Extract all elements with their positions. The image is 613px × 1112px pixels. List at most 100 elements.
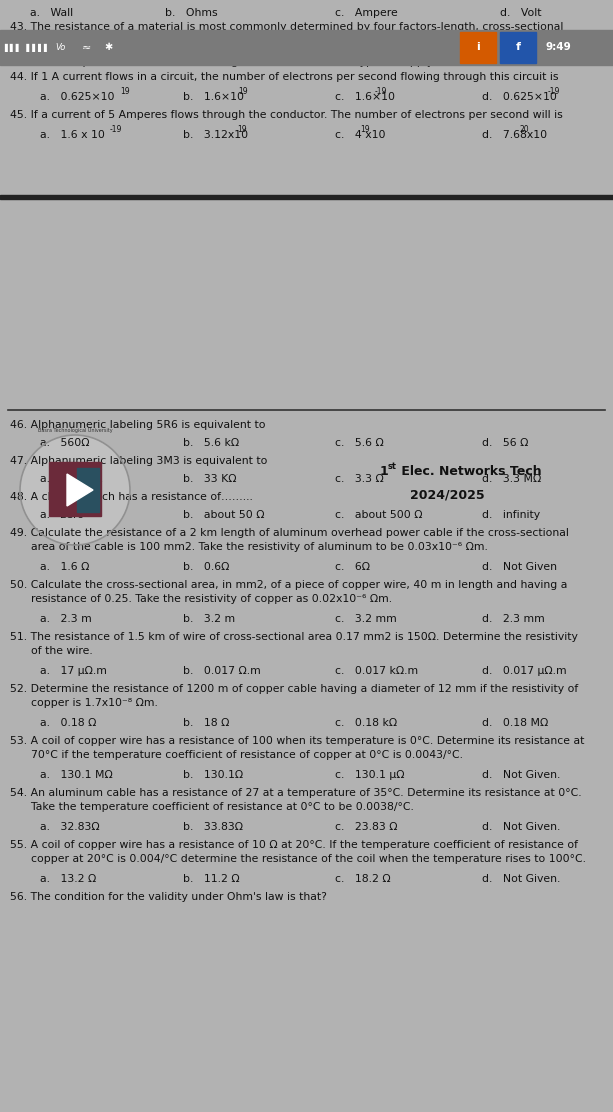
Bar: [500, 32, 536, 63]
Text: -19: -19: [548, 87, 560, 96]
Text: c.   0.18 kΩ: c. 0.18 kΩ: [335, 718, 397, 728]
Text: a.   0.625×10: a. 0.625×10: [40, 92, 115, 102]
Polygon shape: [67, 474, 93, 506]
Circle shape: [20, 435, 130, 545]
Text: st: st: [388, 461, 397, 471]
Text: b.   0.6Ω: b. 0.6Ω: [183, 562, 229, 572]
Text: c.   Type of supply: c. Type of supply: [335, 57, 433, 67]
Text: b.   3.12x10: b. 3.12x10: [183, 130, 248, 140]
Text: b.   0.017 Ω.m: b. 0.017 Ω.m: [183, 666, 261, 676]
Text: 70°C if the temperature coefficient of resistance of copper at 0°C is 0.0043/°C.: 70°C if the temperature coefficient of r…: [10, 749, 463, 759]
Text: c.   130.1 µΩ: c. 130.1 µΩ: [335, 770, 405, 780]
Text: 9:49: 9:49: [545, 42, 571, 52]
Text: d.   0.017 µΩ.m: d. 0.017 µΩ.m: [482, 666, 566, 676]
Text: a.   130.1 MΩ: a. 130.1 MΩ: [40, 770, 113, 780]
Text: b.   33 KΩ: b. 33 KΩ: [183, 474, 237, 484]
Text: d.   Not Given: d. Not Given: [482, 562, 557, 572]
Text: -19: -19: [110, 125, 123, 135]
Text: c.   23.83 Ω: c. 23.83 Ω: [335, 822, 397, 832]
Text: Elec. Networks Tech: Elec. Networks Tech: [397, 465, 542, 478]
Bar: [460, 32, 496, 63]
Text: 47. Alphanumeric labeling 3M3 is equivalent to: 47. Alphanumeric labeling 3M3 is equival…: [10, 456, 267, 466]
Text: -19: -19: [375, 87, 387, 96]
Text: c.   6Ω: c. 6Ω: [335, 562, 370, 572]
Text: 51. The resistance of 1.5 km of wire of cross-sectional area 0.17 mm2 is 150Ω. D: 51. The resistance of 1.5 km of wire of …: [10, 632, 578, 642]
Text: c.   0.017 kΩ.m: c. 0.017 kΩ.m: [335, 666, 418, 676]
Text: d.   Not Given.: d. Not Given.: [482, 874, 560, 884]
Text: d.   56 Ω: d. 56 Ω: [482, 438, 528, 448]
Text: resistance of 0.25. Take the resistivity of copper as 0.02x10⁻⁶ Ωm.: resistance of 0.25. Take the resistivity…: [10, 594, 392, 604]
Bar: [49, 461, 101, 516]
Text: b.   130.1Ω: b. 130.1Ω: [183, 770, 243, 780]
Text: 54. An aluminum cable has a resistance of 27 at a temperature of 35°C. Determine: 54. An aluminum cable has a resistance o…: [10, 788, 582, 798]
Text: a.   17 µΩ.m: a. 17 µΩ.m: [40, 666, 107, 676]
Text: a.   330 MΩ: a. 330 MΩ: [40, 474, 102, 484]
Text: ✱: ✱: [104, 42, 112, 52]
Text: of the wire.: of the wire.: [10, 646, 93, 656]
Text: 2024/2025: 2024/2025: [410, 488, 485, 502]
Text: d.   Not Given.: d. Not Given.: [482, 822, 560, 832]
Text: b.   about 50 Ω: b. about 50 Ω: [183, 510, 264, 520]
Text: d.   0.625×10: d. 0.625×10: [482, 92, 557, 102]
Text: a.   560Ω: a. 560Ω: [40, 438, 89, 448]
Text: d.   0.18 MΩ: d. 0.18 MΩ: [482, 718, 548, 728]
Text: b.   33.83Ω: b. 33.83Ω: [183, 822, 243, 832]
Text: 52. Determine the resistance of 1200 m of copper cable having a diameter of 12 m: 52. Determine the resistance of 1200 m o…: [10, 684, 578, 694]
Text: 19: 19: [360, 125, 370, 135]
Text: a.   32.83Ω: a. 32.83Ω: [40, 822, 100, 832]
Text: c.   5.6 Ω: c. 5.6 Ω: [335, 438, 384, 448]
Text: 55. A coil of copper wire has a resistance of 10 Ω at 20°C. If the temperature c: 55. A coil of copper wire has a resistan…: [10, 840, 578, 850]
Text: Take the temperature coefficient of resistance at 0°C to be 0.0038/°C.: Take the temperature coefficient of resi…: [10, 802, 414, 812]
Text: b.   3.2 m: b. 3.2 m: [183, 614, 235, 624]
Text: a.   1.6 Ω: a. 1.6 Ω: [40, 562, 89, 572]
Text: 19: 19: [238, 87, 248, 96]
Text: Vo: Vo: [55, 43, 66, 52]
Text: 46. Alphanumeric labeling 5R6 is equivalent to: 46. Alphanumeric labeling 5R6 is equival…: [10, 420, 265, 430]
Text: a.   13.2 Ω: a. 13.2 Ω: [40, 874, 96, 884]
Text: area of the cable is 100 mm2. Take the resistivity of aluminum to be 0.03x10⁻⁶ Ω: area of the cable is 100 mm2. Take the r…: [10, 542, 488, 552]
Text: c.   1.6×10: c. 1.6×10: [335, 92, 395, 102]
Text: 20: 20: [519, 125, 528, 135]
Text: b.   5.6 kΩ: b. 5.6 kΩ: [183, 438, 239, 448]
Text: ≈: ≈: [82, 42, 91, 52]
Text: copper at 20°C is 0.004/°C determine the resistance of the coil when the tempera: copper at 20°C is 0.004/°C determine the…: [10, 854, 586, 864]
Text: c.   3.2 mm: c. 3.2 mm: [335, 614, 397, 624]
Text: 1: 1: [380, 465, 389, 478]
Text: i: i: [476, 42, 480, 52]
Text: Basra Technological University: Basra Technological University: [37, 428, 112, 433]
Text: 43. The resistance of a material is most commonly determined by four factors-len: 43. The resistance of a material is most…: [10, 22, 563, 32]
Text: d.   3.3 MΩ: d. 3.3 MΩ: [482, 474, 541, 484]
Text: c.   18.2 Ω: c. 18.2 Ω: [335, 874, 390, 884]
Text: b.   1.6×10: b. 1.6×10: [183, 92, 244, 102]
Bar: [77, 468, 99, 512]
Text: c.   about 500 Ω: c. about 500 Ω: [335, 510, 422, 520]
Text: d.   7.68x10: d. 7.68x10: [482, 130, 547, 140]
Text: d.   Volt: d. Volt: [500, 8, 541, 18]
Text: copper is 1.7x10⁻⁸ Ωm.: copper is 1.7x10⁻⁸ Ωm.: [10, 698, 158, 708]
Text: 45. If a current of 5 Amperes flows through the conductor. The number of electro: 45. If a current of 5 Amperes flows thro…: [10, 110, 563, 120]
Text: 48. A closed switch has a resistance of……...: 48. A closed switch has a resistance of……: [10, 492, 253, 502]
Text: c.   3.3 Ω: c. 3.3 Ω: [335, 474, 384, 484]
Text: c.   4 x10: c. 4 x10: [335, 130, 386, 140]
Text: 19: 19: [120, 87, 129, 96]
Text: d.   Not Given.: d. Not Given.: [482, 770, 560, 780]
Text: b.   Ohms: b. Ohms: [165, 8, 218, 18]
Text: b.   18 Ω: b. 18 Ω: [183, 718, 229, 728]
Text: 56. The condition for the validity under Ohm's law is that?: 56. The condition for the validity under…: [10, 892, 327, 902]
Text: c.   Ampere: c. Ampere: [335, 8, 398, 18]
Text: 49. Calculate the resistance of a 2 km length of aluminum overhead power cable i: 49. Calculate the resistance of a 2 km l…: [10, 528, 569, 538]
Text: a.   1.6 x 10: a. 1.6 x 10: [40, 130, 105, 140]
Text: a.   0.18 Ω: a. 0.18 Ω: [40, 718, 96, 728]
Bar: [0, 30, 613, 64]
Text: d.   Current: d. Current: [500, 57, 562, 67]
Text: 19: 19: [237, 125, 246, 135]
Text: type of material and………..: type of material and………..: [10, 34, 181, 44]
Text: a.   zero: a. zero: [40, 510, 84, 520]
Text: d.   2.3 mm: d. 2.3 mm: [482, 614, 545, 624]
Text: 50. Calculate the cross-sectional area, in mm2, of a piece of copper wire, 40 m : 50. Calculate the cross-sectional area, …: [10, 580, 568, 590]
Text: a.   Wall: a. Wall: [30, 8, 73, 18]
Text: ▌▌▌  ▌▌▌▌: ▌▌▌ ▌▌▌▌: [4, 43, 50, 52]
Text: d.   infinity: d. infinity: [482, 510, 540, 520]
Text: a.   2.3 m: a. 2.3 m: [40, 614, 92, 624]
Text: 44. If 1 A current flows in a circuit, the number of electrons per second flowin: 44. If 1 A current flows in a circuit, t…: [10, 72, 558, 82]
